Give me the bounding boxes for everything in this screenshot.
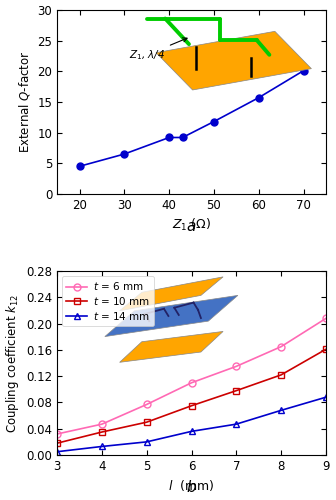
$t$ = 6 mm [279,344,283,349]
$t$ = 14 mm [145,439,149,445]
$t$ = 14 mm [234,421,238,427]
$t$ = 14 mm [100,444,104,450]
$t$ = 10 mm [234,388,238,394]
$t$ = 14 mm [279,408,283,414]
$t$ = 6 mm [100,421,104,427]
$t$ = 10 mm [190,402,194,408]
Y-axis label: Coupling coefficient $k_{12}$: Coupling coefficient $k_{12}$ [4,294,20,432]
$t$ = 14 mm [324,394,328,400]
Y-axis label: External $Q$-factor: External $Q$-factor [17,50,32,154]
$t$ = 10 mm [100,429,104,435]
X-axis label: $Z_1$ (Ω): $Z_1$ (Ω) [172,218,211,234]
Text: b: b [187,480,196,495]
$t$ = 10 mm [55,440,59,446]
Line: $t$ = 6 mm: $t$ = 6 mm [54,315,329,438]
X-axis label: $l$  (mm): $l$ (mm) [168,478,215,494]
Text: a: a [187,218,196,234]
Legend: $t$ = 6 mm, $t$ = 10 mm, $t$ = 14 mm: $t$ = 6 mm, $t$ = 10 mm, $t$ = 14 mm [62,276,154,326]
Line: $t$ = 14 mm: $t$ = 14 mm [54,394,329,455]
$t$ = 10 mm [324,346,328,352]
Line: $t$ = 10 mm: $t$ = 10 mm [54,346,329,446]
$t$ = 6 mm [55,431,59,437]
$t$ = 6 mm [145,402,149,407]
$t$ = 10 mm [145,419,149,425]
$t$ = 6 mm [234,364,238,370]
$t$ = 6 mm [324,316,328,322]
$t$ = 6 mm [190,380,194,386]
$t$ = 10 mm [279,372,283,378]
$t$ = 14 mm [190,428,194,434]
$t$ = 14 mm [55,448,59,454]
